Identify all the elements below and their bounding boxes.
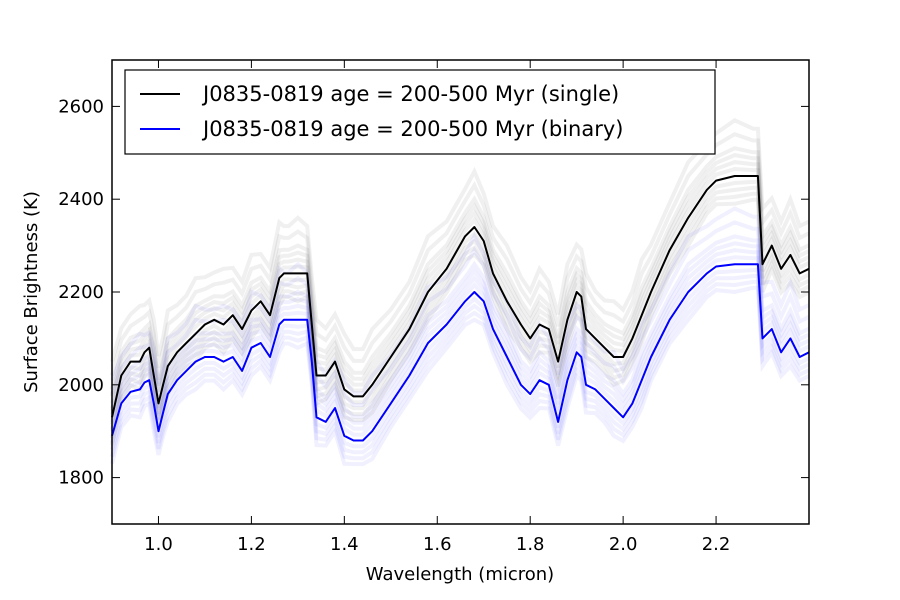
y-axis-ticks: 1800 2000 2200 2400 2600 bbox=[58, 96, 809, 489]
x-axis-ticks: 1.0 1.2 1.4 1.6 1.8 2.0 2.2 bbox=[144, 60, 730, 555]
band-1-6 bbox=[110, 241, 810, 425]
y-tick-label-3: 2400 bbox=[58, 189, 104, 210]
x-tick-label-6: 2.2 bbox=[702, 534, 731, 555]
legend-box bbox=[124, 69, 716, 155]
legend-label-single: J0835-0819 age = 200-500 Myr (single) bbox=[201, 82, 619, 106]
series-line-0 bbox=[111, 175, 810, 418]
band-1-3 bbox=[110, 268, 810, 449]
band-0-7 bbox=[110, 146, 810, 390]
band-0-4 bbox=[110, 166, 810, 411]
band-0-6 bbox=[110, 153, 810, 397]
band-1-0 bbox=[110, 285, 810, 467]
x-tick-label-4: 1.8 bbox=[516, 534, 545, 555]
x-tick-label-3: 1.6 bbox=[423, 534, 452, 555]
band-1-8 bbox=[110, 220, 810, 407]
x-tick-label-5: 2.0 bbox=[609, 534, 638, 555]
y-tick-label-2: 2200 bbox=[58, 282, 104, 303]
band-0-3 bbox=[110, 179, 810, 425]
y-tick-label-0: 1800 bbox=[58, 468, 104, 489]
band-1-2 bbox=[110, 274, 810, 455]
legend-label-binary: J0835-0819 age = 200-500 Myr (binary) bbox=[201, 117, 623, 141]
series-lines bbox=[111, 175, 810, 442]
band-1-9 bbox=[110, 206, 810, 396]
x-tick-label-1: 1.2 bbox=[237, 534, 266, 555]
band-1-4 bbox=[110, 255, 810, 437]
band-1-5 bbox=[110, 248, 810, 431]
band-1-1 bbox=[110, 279, 810, 461]
x-tick-label-2: 1.4 bbox=[330, 534, 359, 555]
band-0-8 bbox=[110, 132, 810, 377]
y-axis-label: Surface Brightness (K) bbox=[21, 191, 42, 393]
band-0-1 bbox=[110, 191, 810, 439]
series-line-1 bbox=[111, 263, 810, 442]
y-tick-label-1: 2000 bbox=[58, 375, 104, 396]
band-0-9 bbox=[110, 118, 810, 363]
x-tick-label-0: 1.0 bbox=[144, 534, 173, 555]
band-0-5 bbox=[110, 160, 810, 404]
band-0-2 bbox=[110, 185, 810, 432]
legend: J0835-0819 age = 200-500 Myr (single) J0… bbox=[124, 69, 716, 155]
uncertainty-bands bbox=[110, 118, 810, 467]
x-axis-label: Wavelength (micron) bbox=[366, 564, 554, 585]
y-tick-label-4: 2600 bbox=[58, 96, 104, 117]
